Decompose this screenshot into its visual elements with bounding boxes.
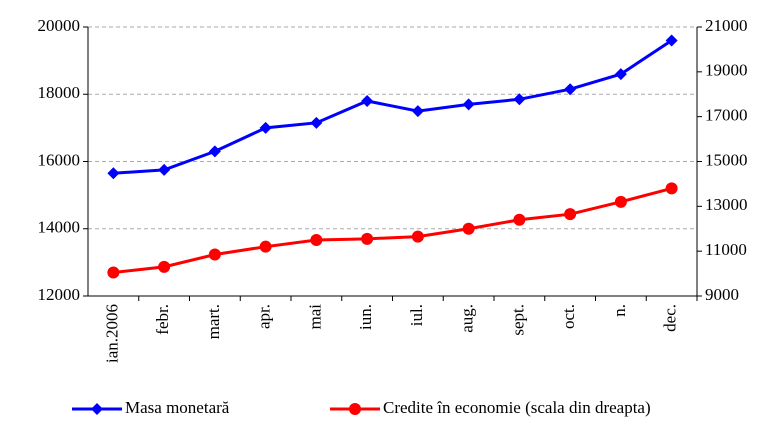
marker [665,34,678,47]
marker [462,98,475,111]
marker [208,248,221,261]
y-tick-label: 18000 [38,83,81,102]
x-tick-label: mai [305,304,324,330]
marker [310,233,323,246]
marker [462,222,475,235]
y2-tick-label: 15000 [705,150,748,169]
marker [158,163,171,176]
y-tick-label: 12000 [38,285,81,304]
x-tick-label: ian.2006 [102,304,121,363]
x-tick-label: iun. [356,304,375,330]
y-tick-label: 14000 [38,218,81,237]
marker [564,83,577,96]
marker [411,230,424,243]
y2-tick-label: 19000 [705,61,748,80]
marker [259,121,272,134]
y2-tick-label: 13000 [705,195,748,214]
x-tick-label: apr. [255,304,274,329]
x-tick-label: oct. [559,304,578,329]
marker [564,208,577,221]
marker [513,213,526,226]
y2-tick-label: 21000 [705,16,748,35]
x-tick-label: dec. [661,304,680,332]
marker [513,93,526,106]
y-tick-label: 20000 [38,16,81,35]
x-tick-label: aug. [458,304,477,333]
y2-tick-label: 17000 [705,106,748,125]
marker [107,266,120,279]
marker [614,68,627,81]
marker [259,240,272,253]
marker [361,94,374,107]
y2-tick-label: 11000 [705,240,747,259]
marker [91,403,103,415]
marker [614,195,627,208]
x-tick-label: n. [610,304,629,317]
x-tick-label: febr. [153,304,172,335]
x-tick-label: mart. [204,304,223,339]
legend-label: Credite în economie (scala din dreapta) [383,398,651,417]
x-tick-label: sept. [508,304,527,336]
marker [349,403,361,415]
legend-label: Masa monetară [125,398,230,417]
line [113,186,673,274]
marker [361,232,374,245]
marker [158,260,171,273]
x-tick-label: iul. [407,304,426,326]
y2-tick-label: 9000 [705,285,739,304]
marker [107,167,120,180]
marker [665,182,678,195]
marker [310,116,323,129]
marker [208,145,221,158]
marker [411,105,424,118]
y-tick-label: 16000 [38,150,81,169]
line [113,39,673,175]
